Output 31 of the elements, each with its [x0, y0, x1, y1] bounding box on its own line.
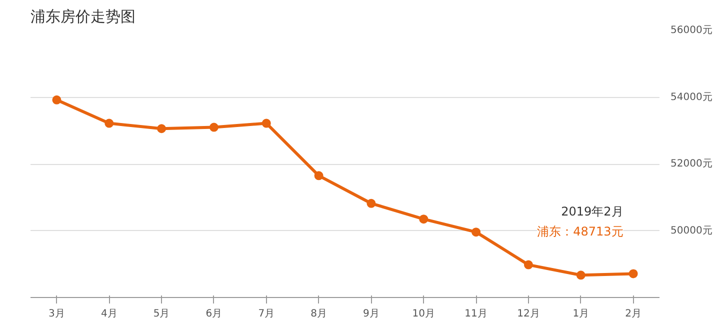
point — [576, 270, 586, 280]
annotation: 2019年2月 — [561, 204, 624, 219]
y-tick-label: 50000元 — [670, 225, 712, 236]
x-tick-label: 3月 — [48, 308, 65, 320]
point — [104, 118, 114, 128]
chart-title: 浦东房价走势图 — [30, 8, 136, 26]
point — [419, 214, 428, 224]
point — [366, 198, 376, 208]
point — [314, 171, 324, 180]
x-tick-label: 6月 — [206, 308, 222, 320]
x-tick-label: 8月 — [310, 308, 327, 320]
x-tick-label: 12月 — [517, 308, 540, 320]
x-tick-label: 7月 — [258, 308, 275, 320]
y-tick-label: 56000元 — [670, 25, 712, 36]
x-tick-label: 5月 — [153, 308, 170, 320]
x-tick-label: 4月 — [100, 308, 118, 320]
x-tick-label: 10月 — [412, 308, 435, 320]
x-tick-label: 11月 — [464, 308, 488, 320]
x-tick-label: 2月 — [625, 308, 642, 320]
point — [472, 228, 481, 237]
x-tick-label: 1月 — [572, 308, 590, 320]
point — [628, 269, 638, 278]
point — [157, 124, 166, 134]
x-tick-label: 9月 — [363, 308, 380, 320]
annotation: 浦东：48713元 — [537, 224, 624, 239]
y-tick-label: 52000元 — [670, 158, 712, 170]
point — [209, 122, 218, 132]
point — [52, 95, 62, 104]
point — [524, 260, 533, 270]
y-tick-label: 54000元 — [670, 92, 712, 103]
point — [262, 118, 271, 128]
